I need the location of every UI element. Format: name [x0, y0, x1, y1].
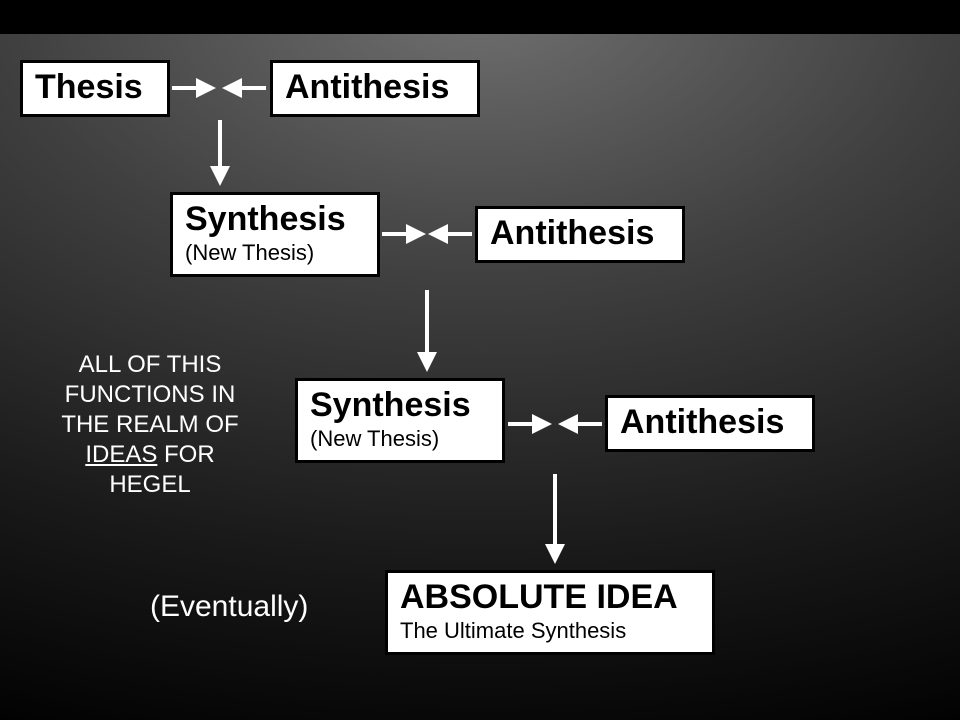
- node-subtitle: The Ultimate Synthesis: [400, 618, 700, 644]
- annotation-line: ALL OF THIS: [79, 351, 222, 378]
- node-title: Antithesis: [285, 69, 465, 106]
- node-thesis: Thesis: [20, 60, 170, 117]
- node-synthesis-2: Synthesis (New Thesis): [295, 378, 505, 463]
- node-title: ABSOLUTE IDEA: [400, 579, 700, 616]
- node-title: Antithesis: [490, 215, 670, 252]
- annotation-realm-of-ideas: ALL OF THIS FUNCTIONS IN THE REALM OF ID…: [35, 350, 265, 500]
- node-title: Antithesis: [620, 404, 800, 441]
- node-antithesis-3: Antithesis: [605, 395, 815, 452]
- node-title: Thesis: [35, 69, 155, 106]
- eventually-text: (Eventually): [150, 590, 308, 623]
- annotation-line: THE REALM OF: [61, 411, 238, 438]
- node-absolute-idea: ABSOLUTE IDEA The Ultimate Synthesis: [385, 570, 715, 655]
- annotation-line: FOR: [157, 441, 214, 468]
- top-bar: [0, 0, 960, 34]
- node-subtitle: (New Thesis): [185, 240, 365, 266]
- node-synthesis-1: Synthesis (New Thesis): [170, 192, 380, 277]
- node-title: Synthesis: [310, 387, 490, 424]
- annotation-line: HEGEL: [109, 471, 190, 498]
- node-antithesis-2: Antithesis: [475, 206, 685, 263]
- node-title: Synthesis: [185, 201, 365, 238]
- annotation-eventually: (Eventually): [150, 590, 308, 624]
- node-subtitle: (New Thesis): [310, 426, 490, 452]
- annotation-underlined: IDEAS: [85, 441, 157, 468]
- node-antithesis-1: Antithesis: [270, 60, 480, 117]
- annotation-line: FUNCTIONS IN: [65, 381, 236, 408]
